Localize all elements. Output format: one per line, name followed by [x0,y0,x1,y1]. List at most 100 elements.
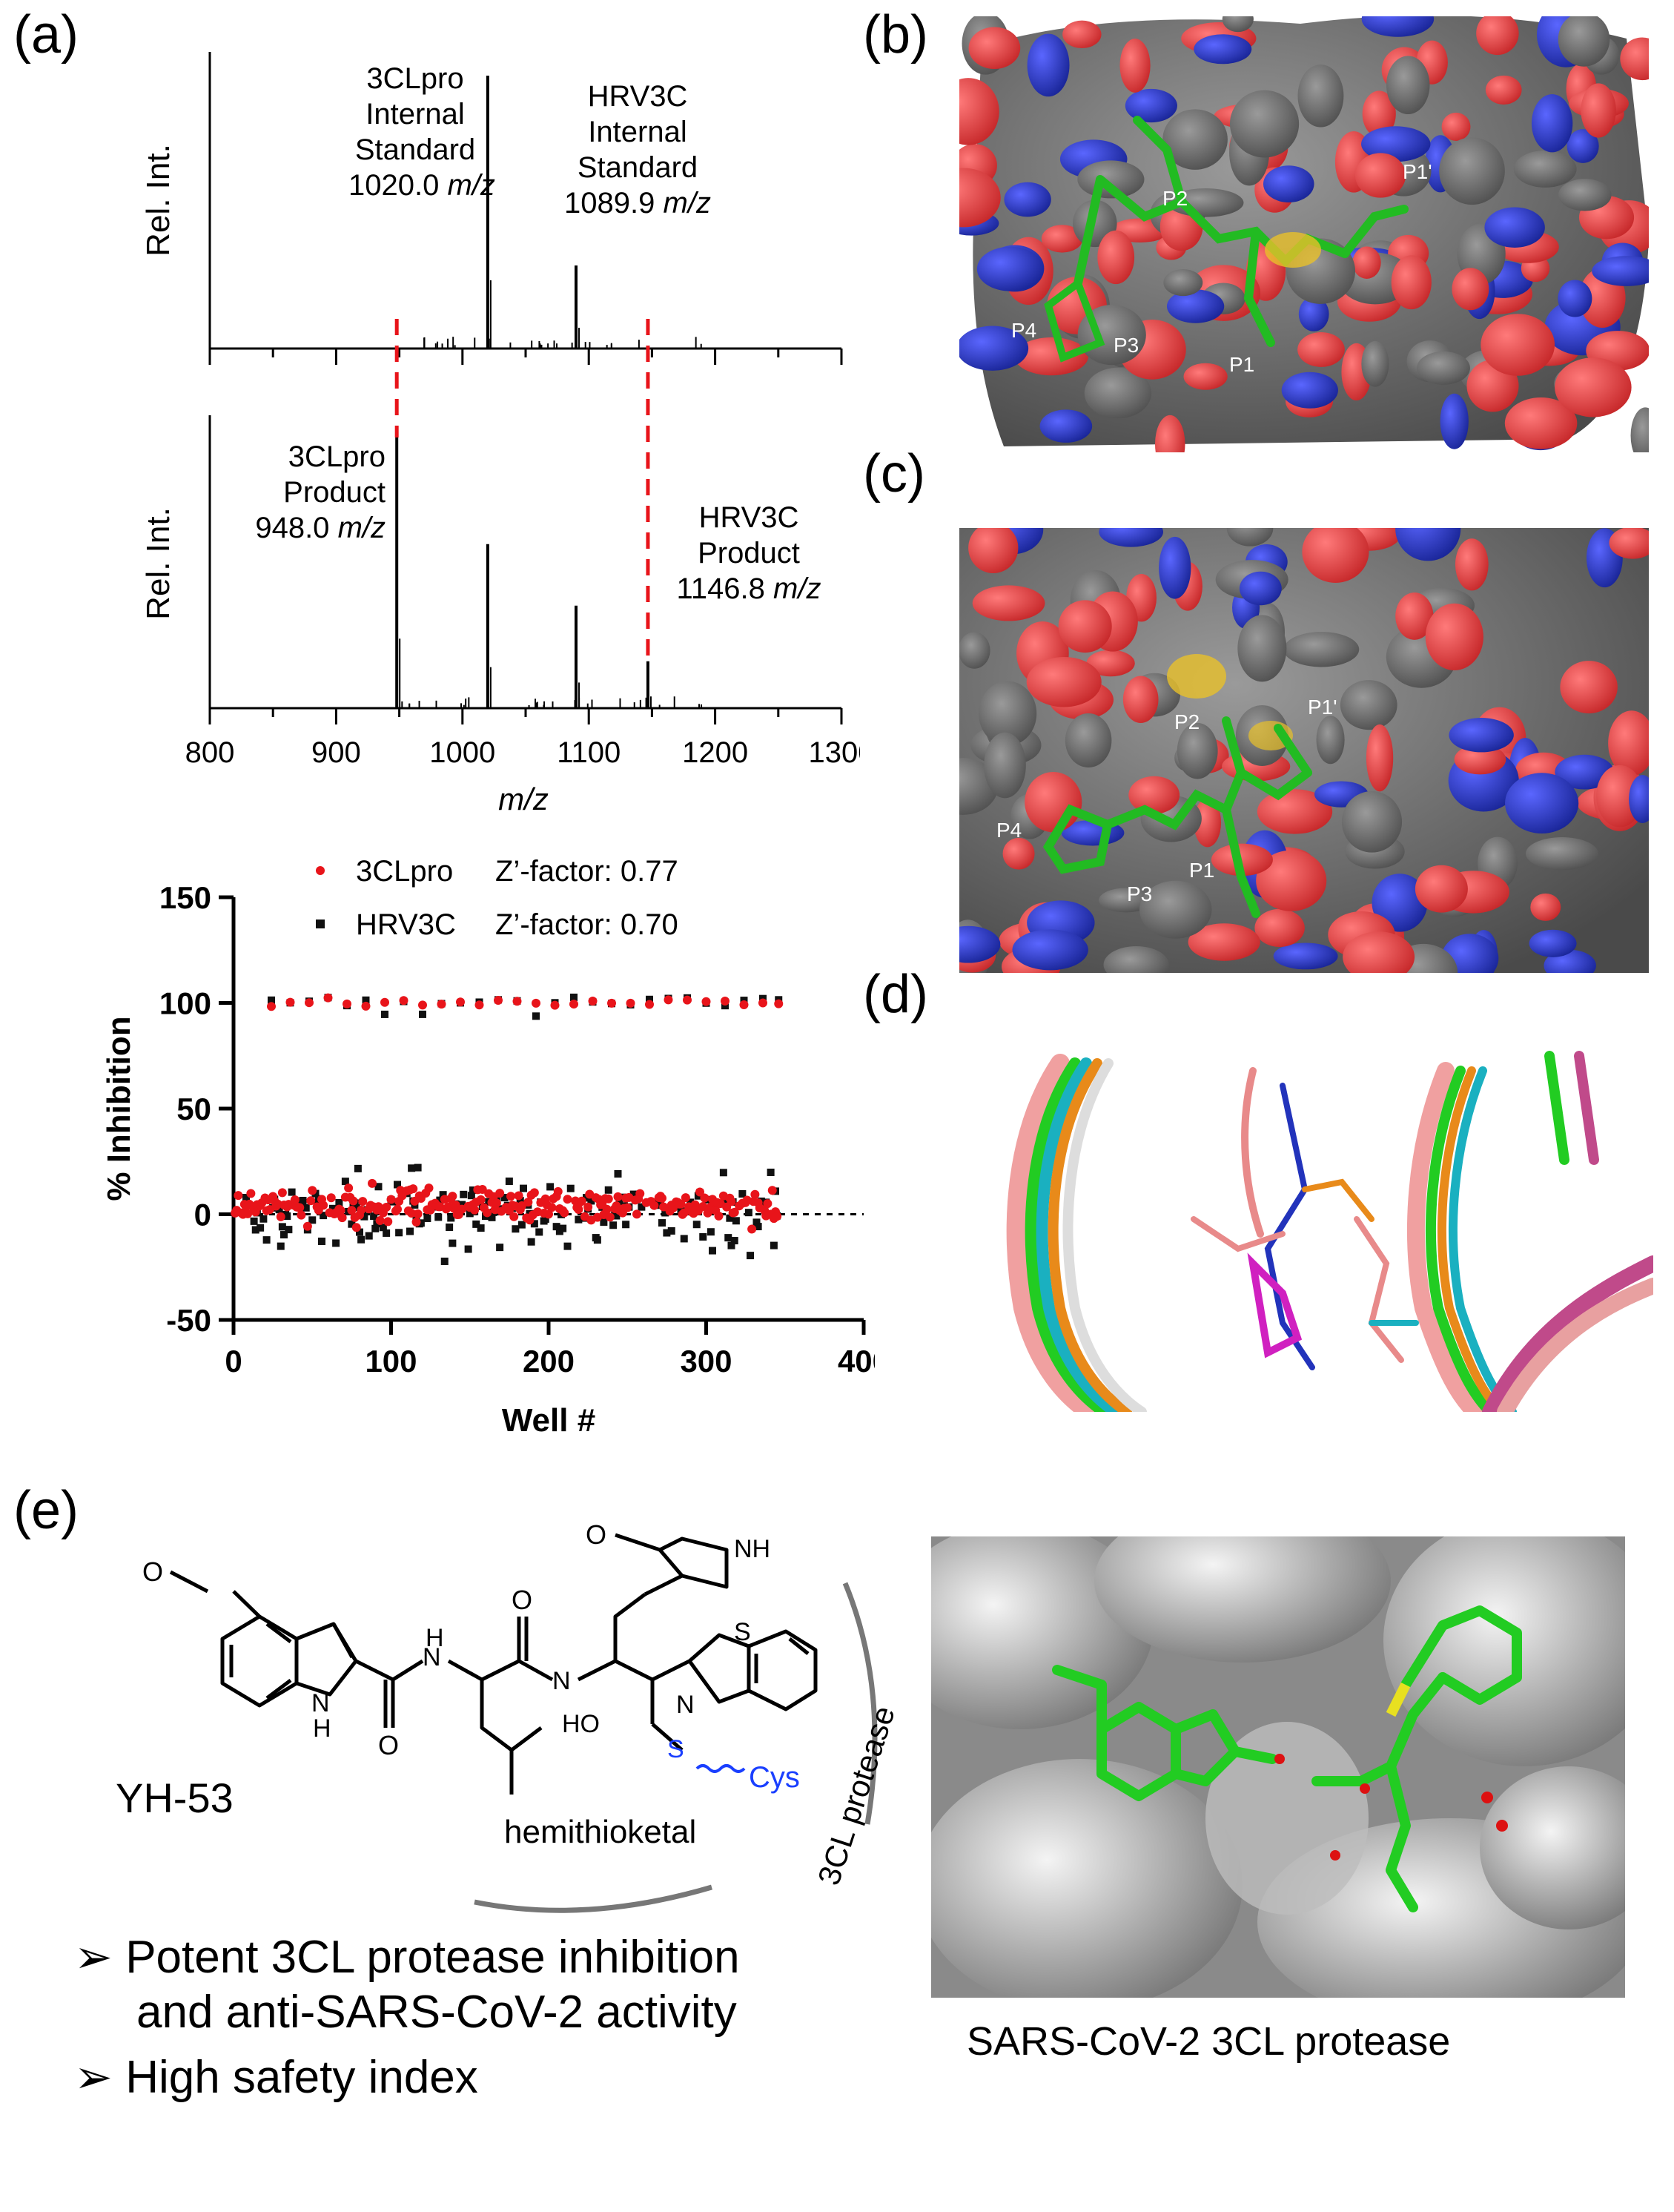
3clpro-point [386,1195,396,1204]
cys-wavy-bond [695,1764,746,1773]
scatter-y-tick-label: -50 [166,1303,211,1338]
hrv3c-point [600,1218,608,1226]
3clpro-point [553,1186,563,1196]
3clpro-point [348,1196,358,1206]
scatter-xlabel: Well # [502,1402,595,1439]
hrv3c-point [516,1197,524,1205]
surface-atom [1481,314,1555,376]
hrv3c-point [419,1010,426,1018]
hrv3c-point [680,1235,688,1243]
surface-atom [978,681,1037,746]
cys-label: Cys [749,1761,800,1794]
3clpro-point [374,1202,383,1212]
3clpro-point [721,996,730,1006]
hrv3c-point [423,1214,431,1222]
panel-letter-a: (a) [13,5,79,65]
3clpro-point [523,1198,533,1207]
arrow-bullet-icon: ➢ [74,1932,113,1983]
hrv3c-point [362,996,370,1004]
surface-atom [1025,772,1082,833]
render-caption: SARS-CoV-2 3CL protease [967,2019,1451,2064]
hrv3c-point [464,1245,472,1253]
hrv3c-point [394,1181,401,1189]
3clpro-point [451,1200,460,1209]
scatter-x-tick-label: 100 [365,1344,417,1379]
arc-right [842,1582,878,1825]
surface-atom [1391,255,1432,310]
3clpro-point [681,1193,690,1203]
scatter-y-tick-label: 150 [159,880,211,915]
surface-atom [1366,724,1394,792]
hrv3c-point [469,1186,477,1195]
top-peak1-label: 3CLpro Internal Standard 1020.0 m/z [348,62,495,202]
3clpro-point [495,1189,505,1198]
3clpro-point [773,1212,782,1221]
scatter-x-tick-label: 0 [225,1344,242,1379]
hrv3c-point [335,1198,343,1206]
3clpro-point [347,1206,357,1215]
3clpro-point [658,1193,666,1203]
hrv3c-point [408,1164,416,1172]
bullet-1: ➢ Potent 3CL protease inhibition [74,1932,740,1983]
surface-atom [1194,34,1252,65]
hrv3c-point [744,1209,752,1217]
hrv3c-point [472,1220,480,1228]
hrv3c-point [496,1244,504,1252]
3clpro-point [277,1188,287,1198]
surface-atom [1128,776,1180,814]
3clpro-point [267,1002,276,1011]
hrv3c-point [280,1231,288,1239]
3clpro-point [411,1217,421,1226]
3clpro-point [763,1199,773,1209]
surface-atom [972,585,1045,621]
hrv3c-point [612,1212,621,1220]
surface-atom [1297,331,1345,367]
3clpro-point [701,997,711,1006]
surface-atom [1125,88,1177,123]
surface-atom [1039,409,1093,443]
hrv3c-point [242,1194,250,1202]
panel-letter-c: (c) [863,444,925,504]
hrv3c-point [658,1219,666,1227]
hrv3c-point [532,1012,540,1020]
hrv3c-point [721,1002,729,1010]
3clpro-point [747,1224,757,1234]
3clpro-point [544,1209,553,1219]
spectrum-tick-label: 1300 [809,736,860,769]
hrv3c-point [354,1164,362,1172]
surface-atom [959,78,999,145]
surface-atom [1058,600,1112,653]
mass-spectra: 800 900 1000 1100 1200 1300 Rel. Int. Rel. In… [140,52,860,816]
label-p4-b: P4 [1011,319,1037,342]
surface-atom [1027,33,1070,97]
hrv3c-point [505,1177,513,1185]
3clpro-point [529,1188,539,1198]
hrv3c-point [730,1237,738,1245]
3clpro-point [276,1212,285,1221]
scatter-x-tick-label: 300 [680,1344,732,1379]
hrv3c-point [356,1228,363,1236]
label-p1prime-c: P1' [1308,696,1337,719]
surface-atom [1177,722,1218,779]
spectrum-tick-label: 1000 [429,736,495,769]
3clpro-point [323,993,333,1003]
atom-o-lactam: O [586,1519,606,1550]
hrv3c-point [754,1223,762,1231]
top-spectrum-peaks [423,76,702,349]
top-peak2-label: HRV3C Internal Standard 1089.9 m/z [564,80,711,219]
hrv3c-point [709,1247,716,1255]
panel-letter-b: (b) [863,5,928,65]
3clpro-point [383,1217,393,1226]
hrv3c-point [332,1239,340,1247]
legend-hrv3c-z: Z’-factor: 0.70 [495,908,678,941]
hrv3c-point [302,1204,310,1212]
ribbon-overlay-d [971,1041,1653,1412]
hrv3c-point [738,1189,747,1198]
3clpro-point [577,1196,586,1206]
hrv3c-point [699,1233,707,1241]
3clpro-point [623,1203,632,1212]
3clpro-point [437,1000,446,1009]
hrv3c-point [277,1242,285,1250]
hrv3c-point [687,1198,695,1206]
surface-atom [1504,397,1578,449]
